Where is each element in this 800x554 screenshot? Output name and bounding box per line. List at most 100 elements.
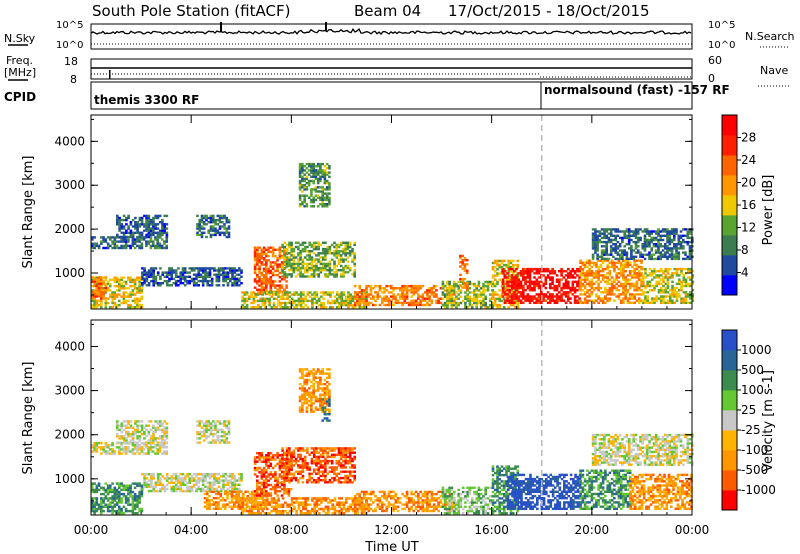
data-cell bbox=[120, 240, 123, 243]
data-cell bbox=[537, 280, 541, 283]
data-cell bbox=[417, 303, 420, 307]
data-cell bbox=[102, 290, 105, 294]
data-cell bbox=[353, 252, 356, 255]
data-cell bbox=[198, 420, 201, 423]
data-cell bbox=[190, 267, 194, 270]
data-cell bbox=[312, 245, 316, 249]
data-cell bbox=[138, 216, 142, 220]
data-cell bbox=[120, 430, 124, 434]
data-cell bbox=[624, 297, 627, 300]
data-cell bbox=[477, 295, 481, 298]
data-cell bbox=[145, 233, 148, 237]
data-cell bbox=[595, 263, 598, 267]
data-cell bbox=[299, 271, 302, 274]
data-cell bbox=[165, 246, 168, 250]
data-cell bbox=[486, 280, 490, 284]
data-cell bbox=[208, 501, 211, 504]
data-cell bbox=[306, 250, 309, 253]
data-cell bbox=[622, 274, 625, 277]
data-cell bbox=[190, 477, 194, 480]
data-cell bbox=[365, 284, 368, 288]
data-cell bbox=[274, 284, 277, 287]
data-cell bbox=[113, 505, 117, 508]
data-cell bbox=[588, 274, 591, 277]
data-cell bbox=[95, 444, 99, 447]
data-cell bbox=[324, 254, 327, 257]
data-cell bbox=[179, 487, 182, 491]
data-cell bbox=[131, 242, 135, 245]
data-cell bbox=[390, 287, 393, 290]
data-cell bbox=[154, 231, 157, 234]
data-cell bbox=[335, 254, 338, 257]
data-cell bbox=[245, 291, 249, 294]
data-cell bbox=[129, 450, 132, 453]
data-cell bbox=[689, 291, 692, 294]
data-cell bbox=[208, 503, 211, 506]
data-cell bbox=[163, 227, 166, 230]
data-cell bbox=[147, 441, 150, 445]
data-cell bbox=[143, 277, 146, 281]
data-cell bbox=[328, 171, 331, 174]
data-cell bbox=[342, 241, 345, 244]
data-cell bbox=[177, 279, 180, 283]
data-cell bbox=[666, 251, 669, 254]
data-cell bbox=[106, 280, 110, 284]
data-cell bbox=[684, 253, 687, 256]
data-cell bbox=[684, 234, 687, 237]
data-cell bbox=[573, 270, 577, 273]
data-cell bbox=[353, 284, 357, 288]
data-cell bbox=[430, 291, 434, 294]
data-cell bbox=[677, 251, 681, 254]
data-cell bbox=[378, 287, 382, 290]
data-cell bbox=[138, 439, 142, 442]
data-cell bbox=[301, 262, 305, 266]
data-cell bbox=[459, 284, 462, 287]
data-cell bbox=[279, 295, 283, 298]
data-cell bbox=[659, 274, 663, 277]
data-cell bbox=[365, 295, 368, 298]
data-cell bbox=[268, 301, 271, 305]
data-cell bbox=[414, 287, 418, 290]
data-cell bbox=[140, 235, 144, 239]
data-cell bbox=[294, 266, 298, 270]
data-cell bbox=[235, 273, 239, 276]
data-cell bbox=[161, 221, 164, 224]
data-cell bbox=[691, 282, 695, 286]
data-cell bbox=[288, 260, 291, 263]
data-cell bbox=[583, 301, 587, 304]
data-cell bbox=[498, 289, 501, 292]
data-cell bbox=[272, 297, 276, 300]
data-cell bbox=[360, 306, 364, 309]
data-cell bbox=[118, 505, 121, 508]
data-cell bbox=[199, 487, 203, 491]
data-cell bbox=[263, 297, 267, 300]
data-cell bbox=[208, 275, 212, 278]
data-cell bbox=[670, 232, 674, 235]
data-cell bbox=[507, 263, 510, 267]
data-cell bbox=[149, 227, 153, 230]
data-cell bbox=[122, 450, 126, 453]
data-cell bbox=[684, 291, 688, 294]
data-cell bbox=[604, 280, 607, 283]
data-cell bbox=[201, 269, 205, 272]
data-cell bbox=[174, 275, 178, 278]
data-cell bbox=[678, 295, 681, 298]
data-cell bbox=[195, 487, 198, 491]
data-cell bbox=[367, 284, 371, 288]
data-cell bbox=[310, 169, 313, 172]
data-cell bbox=[567, 272, 570, 275]
data-cell bbox=[140, 424, 144, 427]
data-cell bbox=[682, 245, 685, 248]
data-cell bbox=[308, 252, 311, 255]
data-cell bbox=[626, 291, 630, 294]
data-cell bbox=[502, 284, 506, 288]
data-cell bbox=[659, 301, 663, 304]
data-cell bbox=[231, 475, 234, 478]
data-cell bbox=[138, 287, 141, 290]
data-cell bbox=[307, 165, 311, 168]
data-cell bbox=[394, 287, 398, 290]
data-cell bbox=[274, 273, 277, 277]
data-cell bbox=[283, 273, 287, 276]
data-cell bbox=[118, 509, 121, 513]
data-cell bbox=[664, 267, 668, 271]
